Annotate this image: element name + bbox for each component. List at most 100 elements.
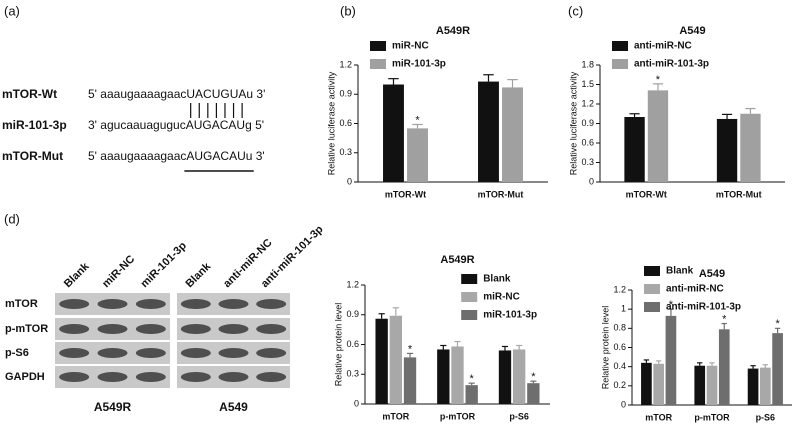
bar: [498, 350, 512, 404]
bar: [375, 318, 388, 404]
legend-label: miR-101-3p: [392, 59, 446, 70]
y-tick-label: 1: [621, 304, 626, 314]
band: [59, 299, 90, 309]
band: [218, 324, 249, 334]
sequence-name: miR-101-3p: [2, 118, 67, 132]
x-tick-label: mTOR: [382, 411, 409, 421]
legend-label: miR-101-3p: [483, 310, 537, 321]
bar: [647, 90, 669, 182]
bar: [451, 346, 464, 404]
bar: [772, 333, 783, 405]
band: [256, 372, 287, 382]
y-tick-label: 1.2: [339, 59, 352, 69]
bar: [407, 128, 428, 182]
band: [218, 348, 249, 358]
x-tick-label: mTOR-Wt: [385, 189, 426, 199]
band: [59, 324, 90, 334]
legend-label: Blank: [483, 274, 511, 285]
bar: [502, 87, 523, 182]
band: [218, 372, 249, 382]
y-axis-label: Relative protein level: [333, 303, 343, 387]
sequence: 5' aaaugaaaagaacUACUGUAu 3': [88, 87, 265, 101]
y-tick-label: 0.3: [339, 147, 352, 157]
bar: [624, 117, 645, 182]
y-tick-label: 0.3: [581, 157, 594, 167]
bar: [665, 315, 677, 405]
lane-label: miR-101-3p: [139, 240, 190, 291]
sequence-site: AUGACAU: [186, 149, 245, 163]
significance-mark: *: [470, 373, 475, 385]
x-tick-label: mTOR-Wt: [626, 189, 667, 199]
sequence-name: mTOR-Wt: [2, 87, 57, 101]
sequence: 5' aaaugaaaagaacAUGACAUu 3': [88, 149, 265, 163]
bar: [383, 84, 404, 182]
band: [59, 348, 90, 358]
lane-label: anti-miR-101-3p: [259, 223, 326, 290]
y-axis-label: Relative luciferase activity: [568, 71, 578, 175]
bar: [527, 383, 540, 404]
chart-title: A549R: [436, 25, 470, 37]
cell-line-label: A549: [219, 400, 248, 414]
chart-title: A549R: [440, 254, 474, 266]
panel-label: (d): [4, 211, 20, 226]
protein-label: p-mTOR: [5, 323, 48, 335]
y-tick-label: 0.6: [613, 342, 626, 352]
y-tick-label: 1.2: [581, 98, 594, 108]
bar: [437, 349, 450, 404]
band: [180, 324, 211, 334]
band: [135, 348, 166, 358]
lane-label: Blank: [62, 260, 92, 290]
x-tick-label: p-mTOR: [694, 412, 730, 422]
x-tick-label: p-mTOR: [440, 411, 476, 421]
significance-mark: *: [722, 313, 727, 325]
bar: [513, 349, 526, 404]
legend-swatch: [644, 302, 660, 312]
x-tick-label: mTOR: [645, 412, 672, 422]
band: [256, 299, 287, 309]
band: [135, 372, 166, 382]
legend-swatch: [612, 41, 628, 51]
western-blot: mTOR p-mTOR p-S6 GAPDH Blank miR-NC miR-101-3p…: [5, 223, 326, 414]
y-tick-label: 0.6: [581, 137, 594, 147]
bar: [740, 113, 761, 182]
legend-label: anti-miR-NC: [666, 284, 724, 295]
band: [180, 372, 211, 382]
band: [256, 348, 287, 358]
bar: [706, 365, 718, 405]
chart-title: A549: [679, 25, 705, 37]
y-tick-label: 0: [347, 176, 352, 186]
y-tick-label: 1.8: [581, 59, 594, 69]
y-tick-label: 0.6: [346, 339, 359, 349]
significance-mark: *: [415, 114, 420, 126]
legend-label: miR-NC: [392, 41, 429, 52]
legend-label: anti-miR-101-3p: [634, 59, 709, 70]
band: [218, 299, 249, 309]
legend-swatch: [461, 310, 478, 320]
y-tick-label: 0: [621, 399, 626, 409]
significance-mark: *: [656, 74, 661, 86]
bar: [760, 367, 771, 405]
x-tick-label: p-S6: [756, 412, 776, 422]
y-tick-label: 0.9: [581, 118, 594, 128]
sequence-site: AUGACAU: [186, 118, 245, 132]
band: [180, 299, 211, 309]
sequence-suffix: u 3': [246, 87, 265, 101]
lane-label: Blank: [184, 260, 214, 290]
band: [59, 372, 90, 382]
legend-label: Blank: [666, 266, 694, 277]
bar: [465, 385, 478, 404]
band: [97, 299, 128, 309]
sequence-prefix: 5' aaaugaaaagaac: [88, 149, 186, 163]
y-tick-label: 0: [589, 176, 594, 186]
bar: [694, 365, 706, 405]
y-tick-label: 0.9: [346, 309, 359, 319]
band: [180, 348, 211, 358]
y-tick-label: 1.2: [346, 279, 359, 289]
y-axis-label: Relative luciferase activity: [326, 71, 336, 175]
sequence-site: UACUGUA: [186, 87, 246, 101]
y-tick-label: 0.3: [346, 369, 359, 379]
y-tick-label: 0.8: [613, 323, 626, 333]
panel-label: (b): [340, 3, 356, 18]
sequence-prefix: 3' agucaauaguguc: [88, 118, 186, 132]
